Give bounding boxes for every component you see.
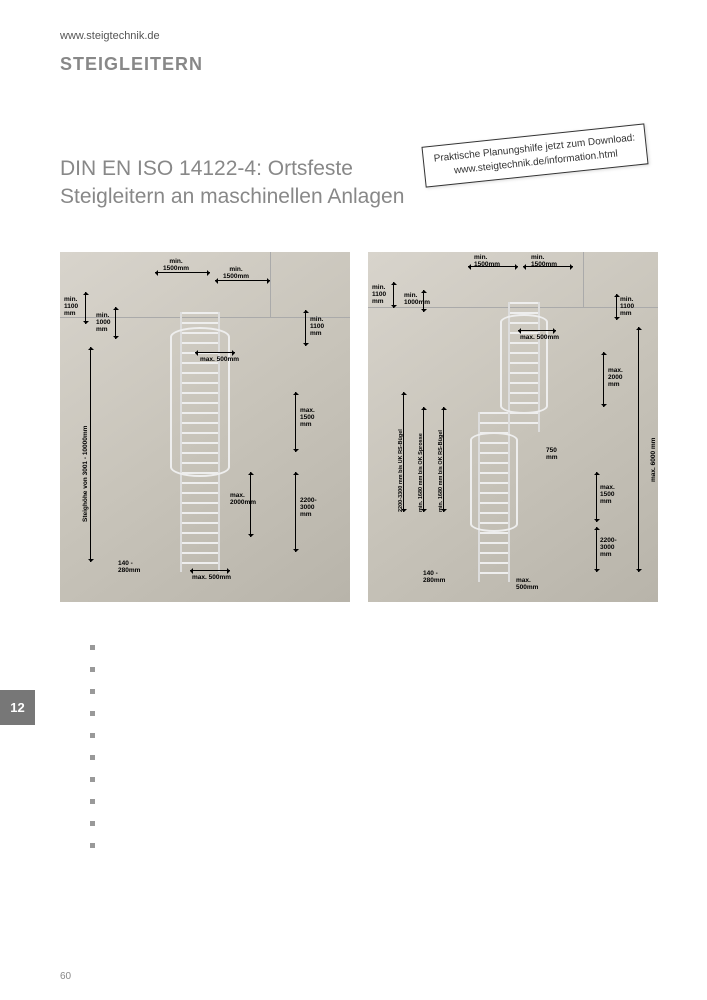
bullet-icon [90, 689, 95, 694]
section-title: STEIGLEITERN [60, 54, 707, 75]
d2-max2000: max.2000mm [608, 367, 623, 388]
d2-1100: min.1100mm [372, 284, 386, 305]
d1-top-left: min.1500mm [163, 258, 189, 272]
d1-140: 140 -280mm [118, 560, 140, 574]
diagram-2: min.1500mm min.1500mm min.1100mm min.100… [368, 252, 658, 602]
list-item [90, 840, 647, 848]
page-number: 60 [60, 971, 71, 982]
d1-1100: min.1100mm [64, 296, 78, 317]
d2-2200: 2200-3000mm [600, 537, 617, 558]
catalog-page: www.steigtechnik.de STEIGLEITERN Praktis… [0, 0, 707, 1000]
bullet-icon [90, 645, 95, 650]
d2-max1500: max.1500mm [600, 484, 615, 505]
list-item [90, 686, 647, 694]
d2-r1100: min.1100mm [620, 296, 634, 317]
diagram-1: min.1500mm min.1500mm min.1100mm min.100… [60, 252, 350, 602]
d1-max500t: max. 500mm [200, 356, 239, 363]
d2-max500b: max.500mm [516, 577, 538, 591]
list-item [90, 730, 647, 738]
bullet-icon [90, 755, 95, 760]
d2-750: 750mm [546, 447, 558, 461]
header-url: www.steigtechnik.de [60, 30, 707, 42]
d1-2200: 2200-3000mm [300, 497, 317, 518]
list-item [90, 752, 647, 760]
chapter-tab: 12 [0, 690, 35, 725]
diagram-row: min.1500mm min.1500mm min.1100mm min.100… [60, 252, 707, 602]
d2-140: 140 -280mm [423, 570, 445, 584]
bullet-icon [90, 711, 95, 716]
bullet-icon [90, 821, 95, 826]
d2-1680b: min. 1680 mm bis OK RS-Bügel [438, 430, 444, 512]
d1-max500b: max. 500mm [192, 574, 231, 581]
d1-max1500: max.1500mm [300, 407, 315, 428]
list-item [90, 708, 647, 716]
bullet-icon [90, 843, 95, 848]
list-item [90, 818, 647, 826]
d1-top-right: min.1500mm [223, 266, 249, 280]
list-item [90, 796, 647, 804]
bullet-icon [90, 667, 95, 672]
bullet-icon [90, 733, 95, 738]
d2-top-right: min.1500mm [531, 254, 557, 268]
d1-r1100: min.1100mm [310, 316, 324, 337]
d2-1680a: min. 1680 mm bis OK Sprosse [418, 433, 424, 512]
d1-steighoehe: Steighöhe von 3001 - 10000mm [82, 425, 89, 521]
d2-rs: 2200-3300 mm bis UK RS-Bügel [398, 429, 404, 512]
list-item [90, 664, 647, 672]
list-item [90, 774, 647, 782]
d2-top-left: min.1500mm [474, 254, 500, 268]
d2-max6000: max. 6000 mm [650, 437, 657, 481]
d2-1000: min.1000mm [404, 292, 430, 306]
d1-1000: min.1000mm [96, 312, 110, 333]
heading-line2: Steigleitern an maschinellen Anlagen [60, 183, 707, 211]
d2-max500t: max. 500mm [520, 334, 559, 341]
bullet-icon [90, 799, 95, 804]
bullet-list [90, 642, 647, 848]
bullet-icon [90, 777, 95, 782]
d1-max2000: max.2000mm [230, 492, 256, 506]
list-item [90, 642, 647, 650]
